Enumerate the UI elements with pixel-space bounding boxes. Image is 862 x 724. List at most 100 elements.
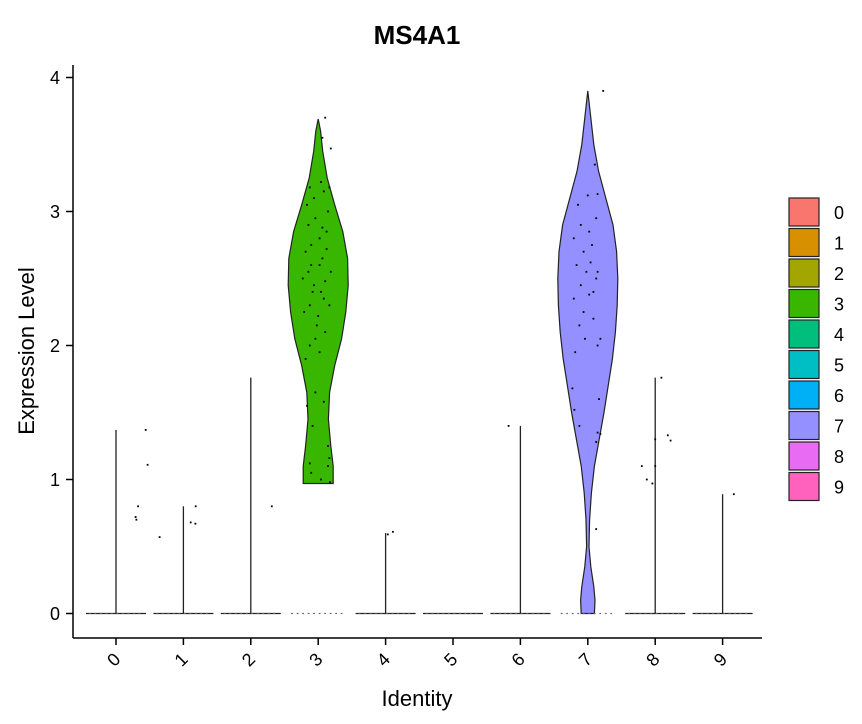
data-point: [654, 465, 657, 467]
zero-point: [307, 612, 310, 615]
zero-point: [267, 612, 270, 615]
data-point: [322, 297, 325, 300]
zero-point: [498, 612, 501, 615]
y-tick-label: 0: [50, 604, 60, 624]
data-point: [318, 237, 321, 240]
x-axis-label: Identity: [382, 686, 453, 711]
zero-point: [577, 612, 580, 615]
legend-key-8: [788, 441, 820, 471]
x-axis-ticks: 0 1 2 3 4 5 6 7 8 9: [103, 638, 731, 670]
zero-point: [633, 612, 636, 615]
data-point: [645, 478, 648, 481]
x-tick-label: 7: [575, 649, 596, 670]
data-point: [579, 284, 582, 287]
zero-point: [639, 612, 641, 615]
data-point: [654, 438, 657, 441]
data-point: [308, 186, 311, 189]
data-point: [324, 280, 327, 283]
legend-label-7: 7: [834, 417, 844, 437]
data-point: [595, 277, 598, 280]
data-point: [318, 351, 321, 354]
data-point: [311, 425, 314, 427]
data-point: [314, 337, 317, 340]
zero-point: [251, 612, 254, 615]
legend-key-9: [788, 471, 820, 502]
zero-point: [402, 612, 405, 615]
zero-point: [504, 612, 507, 615]
data-point: [596, 431, 599, 434]
legend-key-6: [788, 380, 820, 410]
zero-point: [94, 612, 97, 615]
data-point: [320, 291, 322, 293]
legend-label-2: 2: [834, 264, 844, 284]
data-point: [386, 533, 389, 536]
zero-point: [386, 612, 388, 615]
zero-point: [431, 612, 434, 615]
data-point: [327, 465, 329, 467]
zero-point: [610, 612, 613, 615]
data-point: [322, 190, 325, 193]
x-tick-label: 6: [508, 649, 529, 670]
legend-key-0: [788, 197, 820, 227]
data-point: [194, 505, 197, 508]
legend-label-4: 4: [834, 325, 844, 345]
data-point: [146, 463, 149, 466]
data-point: [329, 147, 332, 150]
legend-key-3: [788, 288, 820, 319]
data-point: [318, 264, 321, 266]
data-point: [392, 530, 394, 533]
legend-label-8: 8: [834, 447, 844, 467]
data-point: [144, 429, 147, 431]
zero-point: [408, 612, 410, 615]
legend-label-5: 5: [834, 356, 844, 376]
data-point: [572, 297, 575, 300]
zero-point: [178, 612, 181, 615]
data-point: [324, 116, 327, 119]
zero-point: [105, 612, 108, 615]
legend-key-4: [788, 319, 820, 349]
zero-point: [712, 612, 714, 615]
data-point: [308, 304, 311, 307]
legend-key-5: [788, 349, 820, 380]
data-point: [669, 439, 672, 442]
data-point: [313, 197, 315, 199]
data-point: [584, 337, 586, 340]
data-point: [596, 270, 599, 273]
data-point: [270, 505, 273, 508]
y-tick-label: 2: [50, 336, 60, 356]
zero-point: [470, 612, 472, 615]
data-point: [592, 291, 595, 293]
data-point: [310, 244, 313, 246]
data-point: [595, 528, 598, 530]
data-point: [321, 257, 324, 260]
zero-point: [442, 612, 445, 615]
data-point: [579, 224, 582, 226]
zero-point: [335, 612, 337, 615]
y-tick-label: 3: [50, 202, 60, 222]
data-point: [328, 457, 331, 459]
data-point: [651, 482, 654, 485]
y-tick-label: 1: [50, 470, 60, 490]
zero-point: [745, 612, 747, 615]
x-tick-label: 3: [305, 649, 326, 670]
zero-point: [537, 612, 540, 615]
data-point: [329, 481, 331, 484]
zero-point: [695, 612, 698, 615]
zero-point: [666, 612, 669, 615]
zero-point: [437, 612, 439, 615]
data-point: [640, 465, 643, 467]
data-point: [507, 425, 510, 427]
data-point: [304, 250, 307, 253]
zero-point: [391, 612, 394, 615]
x-tick-label: 8: [642, 649, 663, 670]
zero-point: [464, 612, 467, 615]
zero-point: [728, 612, 731, 615]
y-tick-label: 4: [50, 68, 60, 88]
zero-point: [302, 612, 304, 615]
zero-point: [313, 612, 315, 615]
legend-key-2: [788, 258, 820, 288]
data-point: [666, 434, 669, 437]
legend-label-0: 0: [834, 203, 844, 223]
zero-point: [677, 612, 680, 615]
data-point: [310, 264, 313, 266]
